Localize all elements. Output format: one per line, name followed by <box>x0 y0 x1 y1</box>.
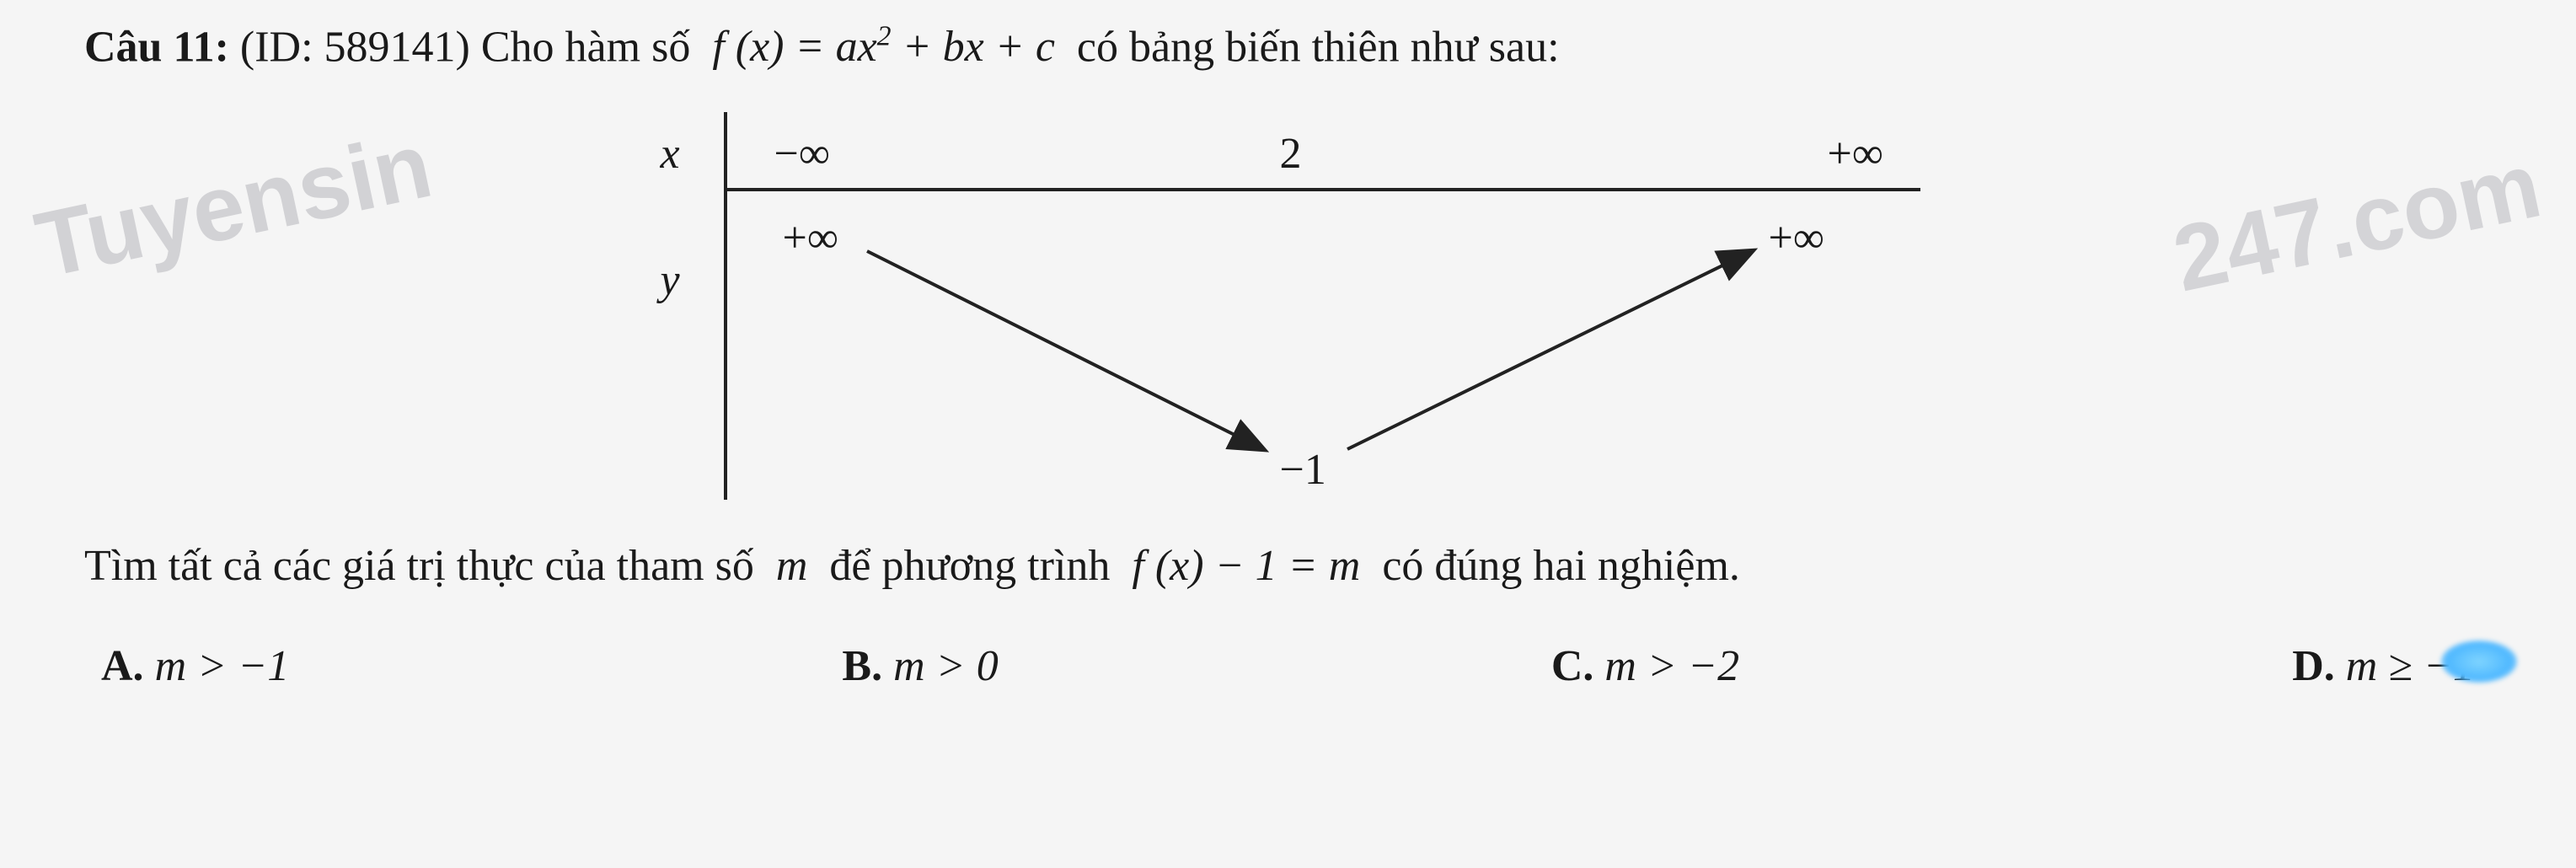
prompt-after: có đúng hai nghiệm. <box>1382 542 1740 590</box>
prompt-var: m <box>765 542 819 590</box>
question-label: Câu 11: <box>84 23 229 71</box>
question-stem: Câu 11: (ID: 589141) Cho hàm số f (x) = … <box>84 17 2492 78</box>
prompt-equation: f (x) − 1 = m <box>1121 542 1371 590</box>
watermark-left: Tuyensin <box>27 111 441 299</box>
stem-after: có bảng biến thiên như sau: <box>1077 23 1560 71</box>
answer-b[interactable]: B. m > 0 <box>842 641 998 691</box>
stem-before: Cho hàm số <box>481 23 690 71</box>
answer-d-label: D. <box>2292 642 2335 690</box>
variation-arrows <box>614 112 1963 500</box>
prompt-mid: để phương trình <box>829 542 1110 590</box>
question-id: (ID: 589141) <box>240 23 470 71</box>
watermark-right: 247.com <box>2164 131 2549 313</box>
answer-c-label: C. <box>1551 642 1594 690</box>
answer-c-text: m > −2 <box>1604 642 1739 690</box>
answer-c[interactable]: C. m > −2 <box>1551 641 1739 691</box>
variation-table: x y −∞ 2 +∞ +∞ +∞ −1 <box>614 112 1963 500</box>
answer-b-text: m > 0 <box>893 642 999 690</box>
answer-b-label: B. <box>842 642 882 690</box>
answer-a-label: A. <box>101 642 144 690</box>
answers-row: A. m > −1 B. m > 0 C. m > −2 D. m ≥ −1 <box>84 641 2492 691</box>
prompt-before: Tìm tất cả các giá trị thực của tham số <box>84 542 754 590</box>
prompt-line: Tìm tất cả các giá trị thực của tham số … <box>84 533 2492 599</box>
answer-d-text: m ≥ −1 <box>2346 642 2475 690</box>
stem-formula: f (x) = ax2 + bx + c <box>701 23 1066 71</box>
answer-a[interactable]: A. m > −1 <box>101 641 289 691</box>
answer-a-text: m > −1 <box>155 642 290 690</box>
answer-d[interactable]: D. m ≥ −1 <box>2292 641 2475 691</box>
